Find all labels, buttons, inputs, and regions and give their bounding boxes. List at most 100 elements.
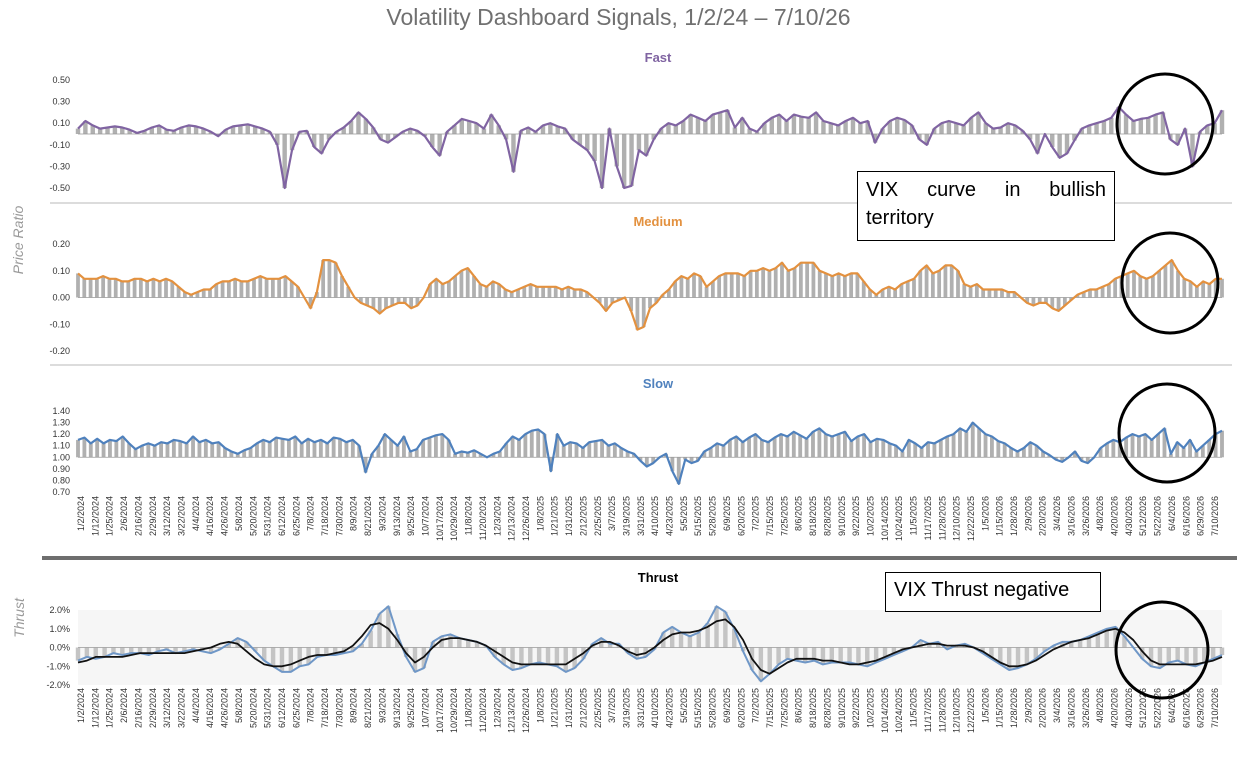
slow-x-tick-label: 4/4/2024 — [191, 496, 201, 531]
slow-ytick-label: 1.00 — [52, 452, 70, 462]
thrust-x-axis: 1/2/2024 1/12/2024 1/25/2024 2/6/2024 2/16/2… — [76, 688, 1220, 733]
slow-x-tick-label: 12/3/2024 — [492, 496, 502, 536]
thrust-ytick-label: 1.0% — [49, 624, 70, 634]
thrust-x-tick-label: 3/7/2025 — [607, 688, 617, 723]
slow-x-tick-label: 9/10/2025 — [837, 496, 847, 536]
thrust-x-tick-label: 4/8/2026 — [1095, 688, 1105, 723]
slow-x-tick-label: 9/3/2024 — [377, 496, 387, 531]
thrust-x-tick-label: 5/20/2024 — [248, 688, 258, 728]
slow-x-tick-label: 10/7/2024 — [421, 496, 431, 536]
slow-x-tick-label: 8/9/2024 — [349, 496, 359, 531]
slow-x-tick-label: 6/25/2024 — [291, 496, 301, 536]
thrust-x-tick-label: 5/15/2025 — [693, 688, 703, 728]
slow-x-tick-label: 6/20/2025 — [736, 496, 746, 536]
thrust-x-tick-label: 1/5/2026 — [980, 688, 990, 723]
slow-x-tick-label: 3/22/2024 — [177, 496, 187, 536]
thrust-x-tick-label: 12/22/2025 — [966, 688, 976, 733]
fast-ytick-label: -0.10 — [49, 140, 70, 150]
thrust-x-tick-label: 4/30/2026 — [1124, 688, 1134, 728]
thrust-x-tick-label: 4/4/2024 — [191, 688, 201, 723]
thrust-x-tick-label: 7/8/2024 — [306, 688, 316, 723]
slow-x-tick-label: 10/2/2025 — [866, 496, 876, 536]
slow-x-tick-label: 4/10/2025 — [650, 496, 660, 536]
thrust-x-tick-label: 2/9/2026 — [1023, 688, 1033, 723]
thrust-x-tick-label: 11/5/2025 — [909, 688, 919, 727]
thrust-x-tick-label: 7/30/2024 — [334, 688, 344, 728]
curve-annotation: VIX curve in bullish territory — [857, 171, 1115, 241]
slow-x-tick-label: 3/4/2026 — [1052, 496, 1062, 531]
thrust-x-tick-label: 10/24/2025 — [894, 688, 904, 733]
slow-ytick-label: 1.20 — [52, 429, 70, 439]
slow-x-tick-label: 5/22/2026 — [1153, 496, 1163, 536]
slow-x-tick-label: 4/16/2024 — [205, 496, 215, 536]
slow-panel: Slow 1.40 1.301.20 1.101.00 0.900.80 0.70 — [52, 376, 1224, 497]
thrust-x-tick-label: 3/16/2026 — [1067, 688, 1077, 728]
medium-title: Medium — [633, 214, 682, 229]
slow-x-tick-label: 7/30/2024 — [334, 496, 344, 536]
slow-x-tick-label: 4/26/2024 — [220, 496, 230, 536]
slow-ytick-label: 1.10 — [52, 441, 70, 451]
thrust-panel: Thrust 2.0% 1.0% 0.0% -1.0% -2.0% — [46, 570, 1225, 690]
thrust-x-tick-label: 5/28/2025 — [708, 688, 718, 728]
slow-x-tick-label: 8/18/2025 — [808, 496, 818, 536]
highlight-circle — [1117, 382, 1217, 484]
thrust-x-tick-label: 11/28/2025 — [937, 688, 947, 732]
thrust-x-tick-label: 6/20/2025 — [736, 688, 746, 728]
thrust-x-tick-label: 5/22/2026 — [1153, 688, 1163, 728]
slow-x-tick-label: 7/10/2026 — [1210, 496, 1220, 536]
slow-ytick-label: 0.70 — [52, 487, 70, 497]
highlight-circle — [1115, 72, 1215, 176]
fast-series-line — [77, 105, 1223, 190]
thrust-x-tick-label: 12/3/2024 — [492, 688, 502, 728]
thrust-x-tick-label: 11/17/2025 — [923, 688, 933, 732]
slow-x-axis: 1/2/2024 1/12/2024 1/25/2024 2/6/2024 2/16/2… — [76, 496, 1220, 541]
slow-x-tick-label: 6/12/2024 — [277, 496, 287, 536]
slow-x-tick-label: 3/19/2025 — [622, 496, 632, 536]
medium-ytick-label: 0.20 — [52, 239, 70, 249]
thrust-x-tick-label: 9/3/2024 — [377, 688, 387, 723]
slow-x-tick-label: 2/12/2025 — [578, 496, 588, 536]
thrust-x-tick-label: 3/22/2024 — [177, 688, 187, 728]
slow-x-tick-label: 7/15/2025 — [765, 496, 775, 536]
slow-x-tick-label: 3/16/2026 — [1067, 496, 1077, 536]
slow-x-tick-label: 3/26/2026 — [1081, 496, 1091, 536]
slow-x-tick-label: 10/14/2025 — [880, 496, 890, 541]
thrust-x-tick-label: 9/13/2024 — [392, 688, 402, 728]
slow-x-tick-label: 11/17/2025 — [923, 496, 933, 540]
thrust-x-tick-label: 1/21/2025 — [550, 688, 560, 728]
slow-x-tick-label: 5/15/2025 — [693, 496, 703, 536]
thrust-x-tick-label: 12/10/2025 — [952, 688, 962, 733]
thrust-x-tick-label: 2/25/2025 — [593, 688, 603, 728]
highlight-circle — [1120, 231, 1220, 335]
fast-ytick-label: -0.30 — [49, 161, 70, 171]
slow-x-tick-label: 1/8/2025 — [535, 496, 545, 531]
slow-x-tick-label: 6/4/2026 — [1167, 496, 1177, 531]
fast-panel: Fast 0.50 0.30 0.10 -0.10 -0.30 -0.50 — [49, 50, 1225, 193]
thrust-x-tick-label: 2/16/2024 — [133, 688, 143, 728]
slow-x-tick-label: 10/24/2025 — [894, 496, 904, 541]
slow-x-tick-label: 11/8/2024 — [464, 496, 474, 535]
thrust-ytick-label: -1.0% — [46, 661, 70, 671]
thrust-x-tick-label: 2/12/2025 — [578, 688, 588, 728]
thrust-x-tick-label: 2/20/2026 — [1038, 688, 1048, 728]
slow-x-tick-label: 2/25/2025 — [593, 496, 603, 536]
medium-ytick-label: 0.10 — [52, 266, 70, 276]
thrust-x-tick-label: 6/4/2026 — [1167, 688, 1177, 723]
slow-x-tick-label: 7/2/2025 — [751, 496, 761, 531]
slow-ytick-label: 0.80 — [52, 475, 70, 485]
slow-x-tick-label: 5/28/2025 — [708, 496, 718, 536]
thrust-x-tick-label: 11/20/2024 — [478, 688, 488, 732]
thrust-x-tick-label: 3/19/2025 — [622, 688, 632, 728]
slow-x-tick-label: 3/12/2024 — [162, 496, 172, 536]
thrust-x-tick-label: 4/23/2025 — [665, 688, 675, 728]
thrust-x-tick-label: 4/10/2025 — [650, 688, 660, 728]
thrust-x-tick-label: 4/26/2024 — [220, 688, 230, 728]
slow-x-tick-label: 6/9/2025 — [722, 496, 732, 531]
thrust-x-tick-label: 2/6/2024 — [119, 688, 129, 723]
medium-ytick-label: 0.00 — [52, 293, 70, 303]
slow-x-tick-label: 5/8/2024 — [234, 496, 244, 531]
thrust-x-tick-label: 7/10/2026 — [1210, 688, 1220, 728]
thrust-x-tick-label: 6/25/2024 — [291, 688, 301, 728]
fast-ytick-label: -0.50 — [49, 183, 70, 193]
